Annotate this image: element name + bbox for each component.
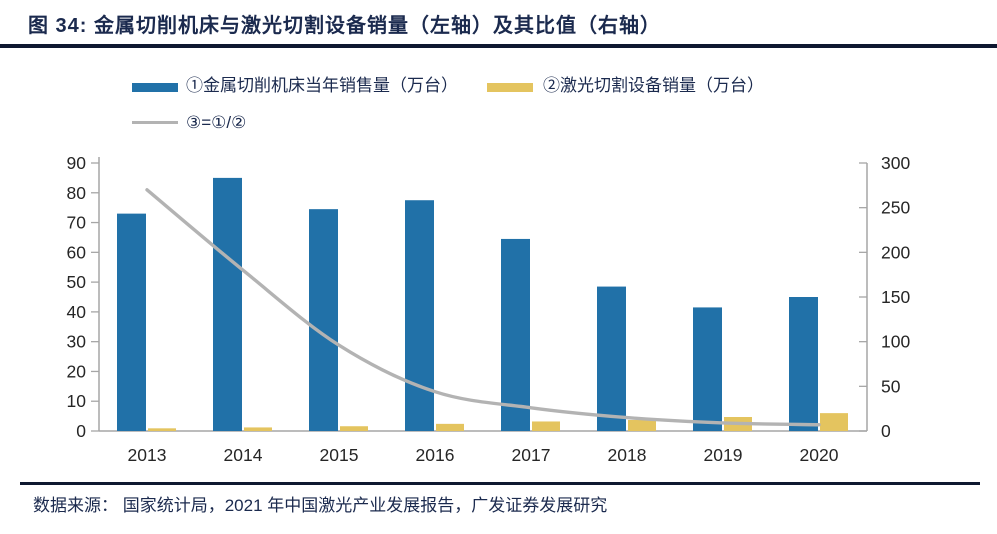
x-axis-category-label: 2016 <box>416 445 455 465</box>
bar-metal-2016 <box>405 200 434 431</box>
bar-laser-2014 <box>244 427 272 431</box>
legend-swatch-laser-bar <box>487 83 533 92</box>
legend-swatch-ratio-line <box>132 121 178 124</box>
left-axis-tick-label: 10 <box>67 391 87 411</box>
x-axis-category-label: 2017 <box>512 445 551 465</box>
ratio-line <box>145 188 821 427</box>
right-axis-tick-label: 250 <box>881 198 910 218</box>
bar-metal-2019 <box>693 307 722 431</box>
left-axis-tick-label: 50 <box>67 272 87 292</box>
bar-laser-2018 <box>628 419 656 431</box>
left-axis-tick-label: 40 <box>67 302 87 322</box>
bar-metal-2014 <box>213 177 242 431</box>
right-axis-tick-label: 200 <box>881 242 910 262</box>
right-axis-tick-label: 150 <box>881 287 910 307</box>
x-axis-category-label: 2019 <box>704 445 743 465</box>
bar-metal-2013 <box>117 213 146 431</box>
bar-laser-2017 <box>532 421 560 431</box>
right-axis-tick-label: 0 <box>881 421 891 441</box>
legend-label-metal: ①金属切削机床当年销售量（万台） <box>186 76 458 95</box>
data-source-text: 数据来源： 国家统计局，2021 年中国激光产业发展报告，广发证券发展研究 <box>33 496 608 515</box>
left-axis-tick-label: 90 <box>67 153 87 173</box>
right-axis-tick-label: 50 <box>881 376 901 396</box>
right-axis-tick-label: 300 <box>881 153 910 173</box>
bar-laser-2016 <box>436 423 464 431</box>
x-axis-category-label: 2014 <box>224 445 263 465</box>
left-axis-tick-label: 80 <box>67 183 87 203</box>
right-axis-tick-label: 100 <box>881 332 910 352</box>
left-axis-tick-label: 70 <box>67 213 87 233</box>
bar-laser-2019 <box>724 417 752 431</box>
x-axis-category-label: 2013 <box>128 445 167 465</box>
bar-metal-2018 <box>597 286 626 431</box>
footer-divider <box>20 482 980 485</box>
left-axis-tick-label: 30 <box>67 332 87 352</box>
x-axis-category-label: 2015 <box>320 445 359 465</box>
x-axis-category-label: 2018 <box>608 445 647 465</box>
legend-label-laser: ②激光切割设备销量（万台） <box>543 76 764 95</box>
legend-label-ratio: ③=①/② <box>186 113 247 132</box>
bar-laser-2020 <box>820 413 848 431</box>
title-underline <box>0 44 997 48</box>
bar-laser-2013 <box>148 428 176 431</box>
x-axis-category-label: 2020 <box>800 445 839 465</box>
left-axis-tick-label: 0 <box>76 421 86 441</box>
bar-metal-2020 <box>789 297 818 431</box>
bar-metal-2017 <box>501 238 530 431</box>
bar-laser-2015 <box>340 426 368 431</box>
figure-title: 图 34: 金属切削机床与激光切割设备销量（左轴）及其比值（右轴） <box>28 15 662 37</box>
left-axis-tick-label: 60 <box>67 242 87 262</box>
left-axis-tick-label: 20 <box>67 361 87 381</box>
legend-swatch-metal-bar <box>132 83 178 92</box>
bar-metal-2015 <box>309 209 338 431</box>
